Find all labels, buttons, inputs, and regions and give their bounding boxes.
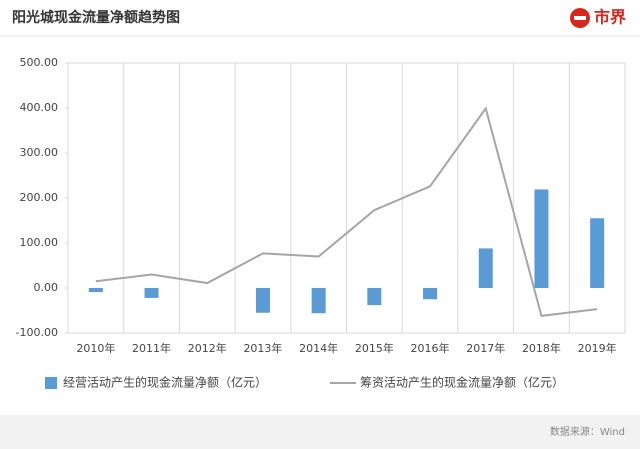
- chart-title: 阳光城现金流量净额趋势图: [12, 9, 180, 26]
- y-tick-label: 100.00: [20, 236, 59, 249]
- bar: [423, 288, 438, 300]
- x-tick-label: 2013年: [243, 341, 282, 355]
- y-tick-label: 300.00: [20, 146, 59, 159]
- x-tick-label: 2017年: [466, 341, 505, 355]
- source: 数据来源：Wind: [550, 425, 625, 438]
- legend-label: 筹资活动产生的现金流量净额（亿元）: [360, 375, 564, 390]
- line: [95, 106, 598, 317]
- footer-band: [0, 415, 640, 449]
- logo-text: 市界: [594, 8, 626, 27]
- legend-label: 经营活动产生的现金流量净额（亿元）: [63, 375, 267, 390]
- bar: [590, 218, 605, 288]
- bar: [255, 288, 270, 313]
- bar: [144, 288, 159, 298]
- x-tick-label: 2015年: [355, 341, 394, 355]
- x-tick-label: 2010年: [76, 341, 115, 355]
- logo-icon-bar: [574, 16, 586, 20]
- x-tick-label: 2011年: [132, 341, 171, 355]
- bar: [534, 189, 549, 288]
- y-tick-label: 500.00: [20, 56, 59, 69]
- bar: [367, 288, 382, 306]
- x-tick-label: 2016年: [411, 341, 450, 355]
- x-tick-label: 2019年: [578, 341, 617, 355]
- x-tick-label: 2012年: [188, 341, 227, 355]
- y-tick-label: -100.00: [16, 326, 58, 339]
- y-tick-label: 200.00: [20, 191, 59, 204]
- bar: [88, 288, 103, 293]
- bar: [311, 288, 326, 314]
- y-tick-label: 0.00: [34, 281, 59, 294]
- x-tick-label: 2018年: [522, 341, 561, 355]
- legend-swatch: [45, 377, 57, 389]
- x-tick-label: 2014年: [299, 341, 338, 355]
- y-tick-label: 400.00: [20, 101, 59, 114]
- bar: [478, 248, 493, 288]
